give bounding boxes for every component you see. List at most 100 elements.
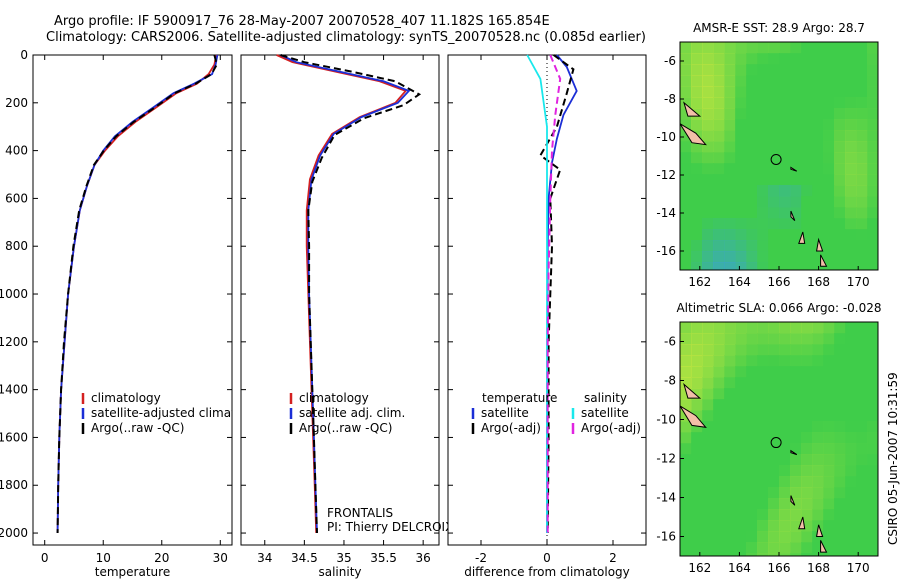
map-cell: [713, 443, 725, 455]
map-cell: [746, 520, 758, 532]
map-cell: [779, 465, 791, 477]
map-cell: [702, 487, 714, 499]
map-cell: [823, 152, 835, 164]
map-cell: [834, 509, 846, 521]
map-cell: [845, 207, 857, 219]
map-cell: [790, 410, 802, 422]
map-cell: [768, 344, 780, 356]
map-cell: [812, 163, 824, 175]
map-cell: [834, 108, 846, 120]
map-cell: [812, 207, 824, 219]
x-tick-label: 34.5: [291, 551, 318, 565]
map-cell: [834, 432, 846, 444]
map-cell: [834, 262, 846, 270]
map-cell: [768, 377, 780, 389]
map-cell: [702, 97, 714, 109]
map-cell: [867, 174, 878, 186]
map-cell: [790, 64, 802, 76]
map-field: [680, 322, 878, 556]
map-cell: [834, 344, 846, 356]
map-island: [790, 166, 798, 172]
map-cell: [779, 476, 791, 488]
map-field: [680, 42, 878, 270]
map-cell: [735, 333, 747, 345]
map-cell: [812, 454, 824, 466]
map-cell: [823, 454, 835, 466]
map-cell: [867, 531, 878, 543]
float-location-marker: [770, 437, 782, 449]
map-cell: [768, 141, 780, 153]
map-cell: [812, 344, 824, 356]
map-cell: [691, 465, 703, 477]
map-title: AMSR-E SST: 28.9 Argo: 28.7: [693, 21, 865, 35]
map-cell: [757, 196, 769, 208]
map-cell: [812, 42, 824, 54]
map-cell: [713, 399, 725, 411]
y-tick-label: 800: [5, 239, 28, 253]
map-cell: [713, 240, 725, 252]
map-cell: [680, 207, 692, 219]
map-cell: [768, 333, 780, 345]
panel-map-sla: 162 164 166 168 170 -6 -8 -10 -12 -14 -16 Altimetri…: [656, 301, 881, 575]
map-cell: [790, 141, 802, 153]
map-cell: [757, 443, 769, 455]
map-cell: [790, 454, 802, 466]
map-cell: [856, 207, 868, 219]
map-cell: [768, 251, 780, 263]
map-cell: [746, 152, 758, 164]
map-cell: [779, 53, 791, 65]
map-cell: [812, 553, 824, 556]
map-cell: [801, 553, 813, 556]
map-cell: [702, 196, 714, 208]
map-cell: [812, 399, 824, 411]
map-cell: [724, 388, 736, 400]
map-cell: [867, 42, 878, 54]
map-cell: [823, 553, 835, 556]
map-cell: [724, 520, 736, 532]
map-cell: [823, 333, 835, 345]
map-cell: [779, 174, 791, 186]
map-cell: [702, 130, 714, 142]
map-cell: [779, 119, 791, 131]
series-line-sal-satellite: [526, 54, 548, 533]
map-cell: [680, 520, 692, 532]
map-cell: [680, 432, 692, 444]
map-cell: [746, 443, 758, 455]
map-cell: [746, 262, 758, 270]
y-tick-label: -10: [656, 130, 676, 144]
map-cell: [856, 421, 868, 433]
map-cell: [713, 97, 725, 109]
map-cell: [867, 399, 878, 411]
map-cell: [680, 42, 692, 54]
map-cell: [768, 42, 780, 54]
map-cell: [790, 333, 802, 345]
map-cell: [867, 421, 878, 433]
map-cell: [812, 443, 824, 455]
map-cell: [823, 421, 835, 433]
map-cell: [867, 152, 878, 164]
map-cell: [823, 229, 835, 241]
map-cell: [823, 498, 835, 510]
x-tick-label: 170: [847, 561, 870, 575]
map-cell: [768, 152, 780, 164]
map-cell: [746, 163, 758, 175]
map-cell: [757, 388, 769, 400]
map-cell: [801, 262, 813, 270]
map-cell: [757, 262, 769, 270]
map-cell: [867, 454, 878, 466]
map-cell: [757, 399, 769, 411]
map-cell: [680, 86, 692, 98]
map-cell: [768, 262, 780, 270]
map-cell: [856, 42, 868, 54]
map-cell: [812, 229, 824, 241]
map-cell: [856, 86, 868, 98]
map-cell: [691, 75, 703, 87]
map-cell: [845, 185, 857, 197]
panel-frame: [240, 54, 440, 546]
map-cell: [702, 333, 714, 345]
map-cell: [779, 509, 791, 521]
map-cell: [724, 207, 736, 219]
map-cell: [790, 388, 802, 400]
map-cell: [790, 553, 802, 556]
map-cell: [856, 229, 868, 241]
